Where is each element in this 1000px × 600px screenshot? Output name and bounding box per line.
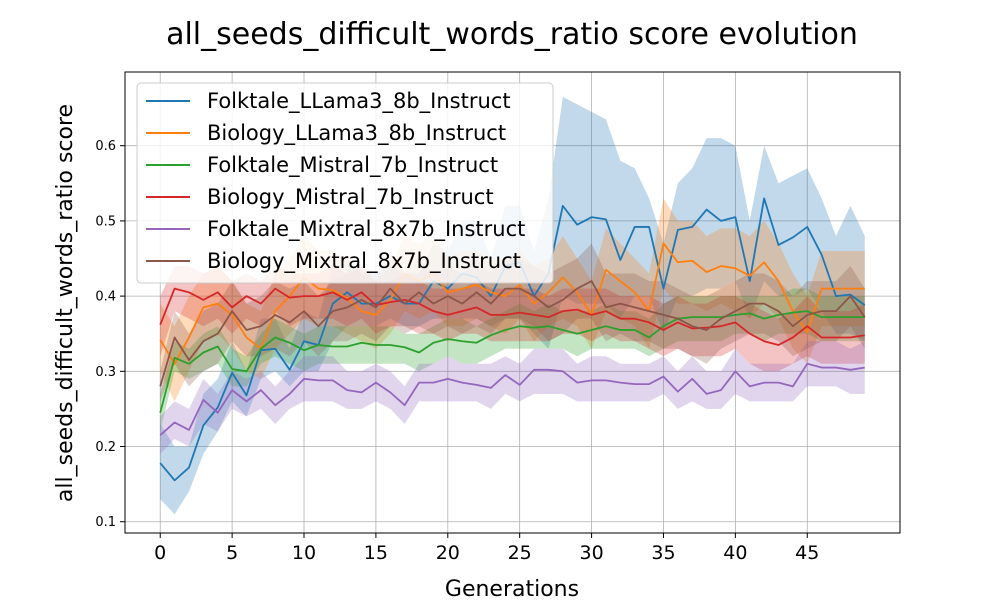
- legend-label: Folktale_LLama3_8b_Instruct: [207, 89, 511, 114]
- x-tick-label: 0: [154, 542, 166, 564]
- legend-label: Biology_Mistral_7b_Instruct: [207, 185, 494, 210]
- x-tick-label: 15: [364, 542, 388, 564]
- x-tick-label: 5: [226, 542, 238, 564]
- y-tick-label: 0.1: [95, 515, 116, 530]
- x-tick-label: 40: [723, 542, 747, 564]
- x-tick-label: 20: [436, 542, 460, 564]
- y-tick-label: 0.3: [95, 365, 116, 380]
- x-tick-label: 35: [651, 542, 675, 564]
- x-tick-label: 30: [579, 542, 603, 564]
- legend-label: Folktale_Mixtral_8x7b_Instruct: [207, 217, 525, 242]
- legend-label: Folktale_Mistral_7b_Instruct: [207, 153, 498, 178]
- x-axis-label: Generations: [445, 577, 579, 600]
- series-line-1: [159, 242, 865, 365]
- x-tick-label: 10: [292, 542, 316, 564]
- y-tick-label: 0.6: [95, 139, 116, 154]
- legend: Folktale_LLama3_8b_Instruct Biology_LLama…: [136, 82, 554, 284]
- legend-label: Biology_Mixtral_8x7b_Instruct: [207, 249, 521, 274]
- confidence-band-4: [160, 341, 865, 455]
- y-tick-label: 0.2: [95, 440, 116, 455]
- axis-ticks: 0 5 10 15 20 25 30 35 40 45 0.1 0.2 0.3 0.4 0.5 0.6: [95, 139, 819, 564]
- confidence-band-1: [160, 198, 865, 402]
- series-line-2: [159, 310, 865, 413]
- y-tick-label: 0.5: [95, 214, 116, 229]
- x-tick-label: 45: [795, 542, 819, 564]
- y-tick-label: 0.4: [95, 290, 116, 305]
- series-line-4: [159, 362, 865, 436]
- series-line-3: [159, 287, 865, 346]
- legend-label: Biology_LLama3_8b_Instruct: [207, 121, 506, 146]
- chart-title: all_seeds_difficult_words_ratio score ev…: [166, 17, 858, 52]
- confidence-band-0: [160, 96, 865, 515]
- plot-frame: [124, 71, 901, 534]
- series-line-5: [159, 280, 866, 387]
- x-tick-label: 25: [508, 542, 532, 564]
- legend-box: [136, 82, 554, 284]
- y-axis-label: all_seeds_difficult_words_ratio score: [53, 104, 78, 502]
